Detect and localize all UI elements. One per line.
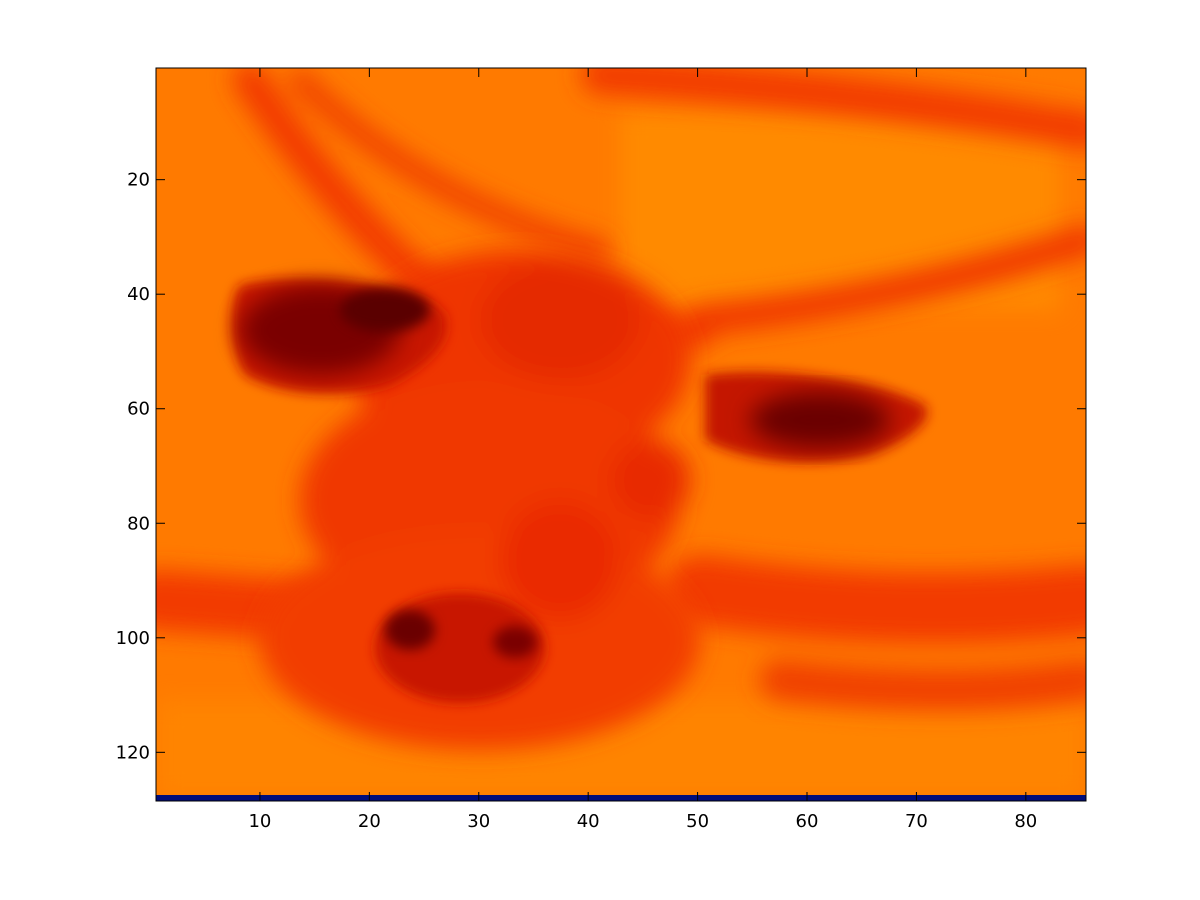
- y-axis-ticks: 20 40 60 80 100 120: [116, 170, 1086, 763]
- face-side: [610, 440, 690, 520]
- dark-blob-bottom-core-right: [493, 626, 537, 658]
- x-tick-label: 20: [358, 811, 381, 832]
- y-tick-label: 120: [116, 742, 150, 763]
- heatmap-image: [156, 68, 1086, 801]
- band-upper-curve: [289, 69, 611, 261]
- x-tick-label: 70: [905, 811, 928, 832]
- dark-blob-bottom: [375, 593, 545, 703]
- face-shadow: [500, 500, 620, 620]
- heatmap-bottom-row: [156, 795, 1086, 801]
- dark-blob-right-core: [750, 392, 890, 448]
- y-tick-label: 100: [116, 628, 150, 649]
- x-tick-label: 60: [796, 811, 819, 832]
- x-tick-label: 30: [467, 811, 490, 832]
- dark-blob-left-spot: [340, 288, 430, 332]
- band-bottom-curve: [760, 660, 1086, 710]
- y-tick-label: 80: [127, 513, 150, 534]
- band-top-arc: [581, 68, 1086, 149]
- x-axis-ticks: 10 20 30 40 50 60 70 80: [248, 68, 1037, 832]
- band-right-arc: [685, 225, 1086, 335]
- band-lower-right: [665, 555, 1086, 643]
- x-tick-label: 10: [248, 811, 271, 832]
- y-tick-label: 60: [127, 399, 150, 420]
- dark-blob-left: [231, 279, 447, 394]
- x-tick-label: 40: [577, 811, 600, 832]
- face-core: [480, 260, 640, 380]
- x-tick-label: 80: [1014, 811, 1037, 832]
- axes-box: [155, 67, 1087, 802]
- x-tick-label: 50: [686, 811, 709, 832]
- y-tick-label: 20: [127, 170, 150, 191]
- dark-blob-right: [705, 371, 928, 463]
- dark-blob-bottom-core-left: [385, 610, 435, 650]
- y-tick-label: 40: [127, 284, 150, 305]
